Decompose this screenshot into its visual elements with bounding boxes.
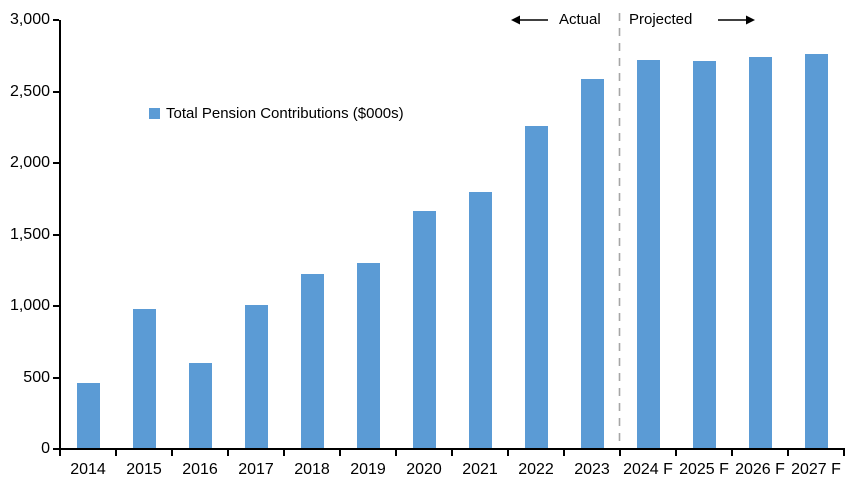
x-boundary-tick-6 xyxy=(395,450,397,456)
y-tick-label-1500: 1,500 xyxy=(9,225,50,243)
y-tick-label-2000: 2,000 xyxy=(9,154,50,172)
x-cat-label-2025-f: 2025 F xyxy=(679,461,729,478)
x-boundary-tick-3 xyxy=(227,450,229,456)
bar-2017 xyxy=(244,304,268,449)
legend-label: Total Pension Contributions ($000s) xyxy=(166,105,404,122)
x-boundary-tick-7 xyxy=(451,450,453,456)
x-boundary-tick-2 xyxy=(171,450,173,456)
y-tick-label-0: 0 xyxy=(41,440,50,457)
x-boundary-tick-1 xyxy=(115,450,117,456)
x-boundary-tick-9 xyxy=(563,450,565,456)
actual-section-label: Actual xyxy=(559,11,601,28)
x-boundary-tick-14 xyxy=(843,450,845,456)
x-cat-label-2015: 2015 xyxy=(126,461,162,478)
x-boundary-tick-5 xyxy=(339,450,341,456)
x-cat-label-2022: 2022 xyxy=(518,461,554,478)
legend-marker-icon xyxy=(149,108,160,119)
projection-divider xyxy=(618,13,621,446)
bar-2021 xyxy=(468,192,492,449)
y-tick-3000 xyxy=(53,19,59,22)
projected-section-label: Projected xyxy=(629,11,693,28)
y-tick-0 xyxy=(53,448,59,450)
bar-2026-f xyxy=(748,57,772,449)
x-axis-line xyxy=(59,448,845,450)
x-boundary-tick-0 xyxy=(59,450,61,456)
x-cat-label-2014: 2014 xyxy=(70,461,106,478)
bar-2020 xyxy=(412,211,436,449)
bar-2018 xyxy=(300,273,324,449)
bar-2016 xyxy=(188,363,212,449)
x-boundary-tick-12 xyxy=(731,450,733,456)
bar-2023 xyxy=(580,78,604,449)
y-tick-label-3000: 3,000 xyxy=(9,11,50,29)
x-cat-label-2026-f: 2026 F xyxy=(735,461,785,478)
y-tick-label-2500: 2,500 xyxy=(9,82,50,100)
x-cat-label-2027-f: 2027 F xyxy=(791,461,841,478)
bar-2022 xyxy=(524,126,548,449)
x-cat-label-2021: 2021 xyxy=(462,461,498,478)
right-arrow-icon xyxy=(718,15,755,25)
bar-2025-f xyxy=(692,61,716,449)
y-tick-2000 xyxy=(53,162,59,165)
y-tick-label-1000: 1,000 xyxy=(9,297,50,315)
bar-2024-f xyxy=(636,59,660,449)
y-tick-1000 xyxy=(53,305,59,308)
bar-2027-f xyxy=(804,53,828,449)
x-cat-label-2017: 2017 xyxy=(238,461,274,478)
legend: Total Pension Contributions ($000s) xyxy=(149,104,404,123)
y-axis-line xyxy=(59,20,61,450)
y-tick-label-500: 500 xyxy=(23,368,50,386)
x-cat-label-2018: 2018 xyxy=(294,461,330,478)
bar-2019 xyxy=(356,262,380,449)
x-boundary-tick-10 xyxy=(619,450,621,456)
left-arrow-icon xyxy=(511,15,548,25)
x-boundary-tick-11 xyxy=(675,450,677,456)
x-cat-label-2016: 2016 xyxy=(182,461,218,478)
x-cat-label-2024-f: 2024 F xyxy=(623,461,673,478)
bar-2014 xyxy=(76,382,100,449)
x-boundary-tick-13 xyxy=(787,450,789,456)
y-tick-2500 xyxy=(53,90,59,93)
x-boundary-tick-4 xyxy=(283,450,285,456)
y-tick-500 xyxy=(53,376,59,379)
y-tick-1500 xyxy=(53,233,59,236)
x-boundary-tick-8 xyxy=(507,450,509,456)
x-cat-label-2023: 2023 xyxy=(574,461,610,478)
bar-2015 xyxy=(132,308,156,449)
x-cat-label-2019: 2019 xyxy=(350,461,386,478)
x-cat-label-2020: 2020 xyxy=(406,461,442,478)
